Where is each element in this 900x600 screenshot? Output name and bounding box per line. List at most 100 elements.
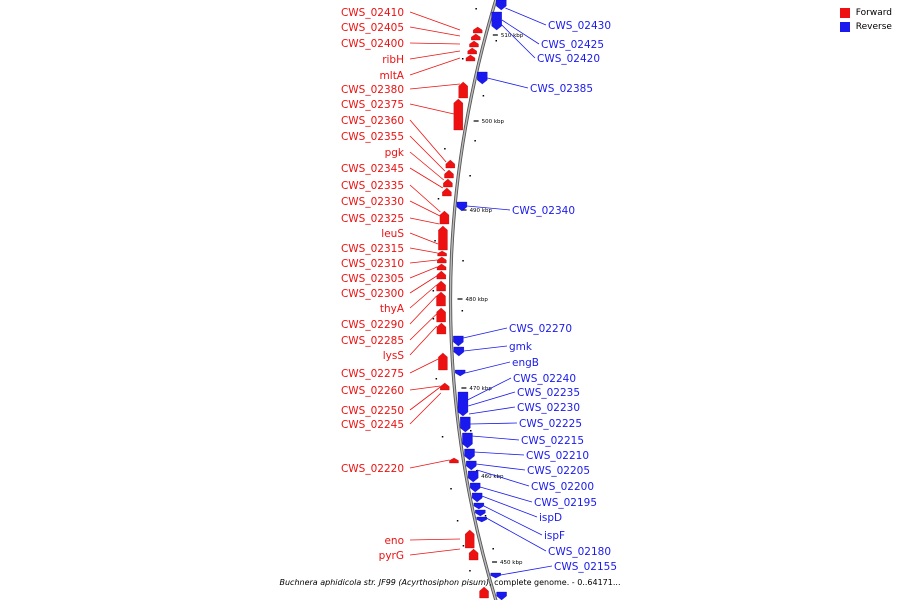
reverse-gene-label: CWS_02230 xyxy=(517,402,580,414)
reverse-gene-label: CWS_02420 xyxy=(537,53,600,65)
reverse-gene xyxy=(460,416,471,433)
reverse-label-leader xyxy=(479,486,533,503)
forward-gene xyxy=(436,291,446,307)
forward-gene-label: CWS_02380 xyxy=(341,84,404,96)
forward-label-leader xyxy=(409,135,446,172)
reverse-gene-label: CWS_02270 xyxy=(509,323,572,335)
reverse-gene-label: CWS_02215 xyxy=(521,435,584,447)
scale-tick-label: 490 kbp xyxy=(470,208,493,214)
forward-gene xyxy=(436,263,447,271)
forward-gene-label: ribH xyxy=(382,54,404,66)
forward-label-leader xyxy=(409,386,441,411)
reverse-gene xyxy=(456,201,468,212)
position-dot xyxy=(441,436,444,438)
reverse-label-leader xyxy=(481,495,538,518)
forward-gene xyxy=(437,256,447,264)
position-dot xyxy=(444,148,446,150)
forward-label-leader xyxy=(409,200,441,217)
reverse-gene xyxy=(476,516,487,523)
reverse-label-leader xyxy=(470,422,518,425)
forward-label-leader xyxy=(409,275,438,294)
forward-gene xyxy=(471,33,481,41)
position-dot xyxy=(437,198,440,200)
reverse-label-leader xyxy=(467,377,512,401)
position-dot xyxy=(434,240,436,242)
scale-tick-label: 450 kbp xyxy=(500,560,523,566)
reverse-gene-label: CWS_02235 xyxy=(517,387,580,399)
forward-gene-label: eno xyxy=(384,535,404,547)
forward-gene-label: CWS_02275 xyxy=(341,368,404,380)
reverse-label-leader xyxy=(468,406,516,415)
forward-gene-label: CWS_02310 xyxy=(341,258,404,270)
position-dot xyxy=(495,40,498,42)
reverse-label-leader xyxy=(487,77,529,89)
forward-gene-label: CWS_02335 xyxy=(341,180,404,192)
forward-gene xyxy=(458,81,468,99)
position-dot xyxy=(432,290,435,292)
reverse-gene xyxy=(462,432,473,449)
forward-gene xyxy=(444,169,454,179)
forward-label-leader xyxy=(409,385,441,391)
forward-gene-label: CWS_02260 xyxy=(341,385,404,397)
forward-label-leader xyxy=(409,358,439,374)
position-dot xyxy=(462,545,465,547)
position-dot xyxy=(469,175,471,177)
forward-gene-label: pyrG xyxy=(379,550,404,562)
forward-gene xyxy=(453,98,463,131)
forward-gene xyxy=(469,40,479,48)
position-dot xyxy=(484,515,487,517)
reverse-gene xyxy=(491,11,502,31)
position-dot xyxy=(482,95,485,97)
forward-label-leader xyxy=(409,50,461,60)
position-dot xyxy=(475,8,477,10)
forward-label-leader xyxy=(409,42,461,45)
reverse-gene-label: engB xyxy=(512,357,539,369)
forward-gene-label: CWS_02355 xyxy=(341,131,404,143)
forward-gene xyxy=(436,322,447,335)
position-dot xyxy=(476,470,478,472)
forward-gene xyxy=(436,280,446,292)
forward-label-leader xyxy=(409,313,437,341)
reverse-label-leader xyxy=(500,23,536,59)
forward-gene xyxy=(440,382,450,391)
forward-gene-label: CWS_02220 xyxy=(341,463,404,475)
reverse-gene-label: ispF xyxy=(544,530,565,542)
forward-label-leader xyxy=(409,26,461,37)
reverse-gene xyxy=(470,482,481,493)
reverse-gene xyxy=(475,509,486,517)
forward-label-leader xyxy=(409,232,439,245)
forward-label-leader xyxy=(409,459,450,469)
forward-gene-label: CWS_02315 xyxy=(341,243,404,255)
caption-rest: , complete genome. - 0..64171... xyxy=(489,578,621,587)
reverse-label-leader xyxy=(505,7,547,26)
reverse-gene xyxy=(453,346,464,357)
forward-label-leader xyxy=(409,217,440,225)
forward-label-leader xyxy=(409,548,461,556)
reverse-gene xyxy=(496,0,507,11)
forward-gene xyxy=(473,26,483,34)
forward-label-leader xyxy=(409,266,438,279)
reverse-gene xyxy=(466,460,477,471)
reverse-gene-label: CWS_02340 xyxy=(512,205,575,217)
forward-label-leader xyxy=(409,325,438,356)
forward-gene xyxy=(468,548,479,561)
reverse-gene-label: CWS_02225 xyxy=(519,418,582,430)
forward-gene-label: thyA xyxy=(380,303,405,315)
forward-label-leader xyxy=(409,11,461,31)
legend-reverse: Reverse xyxy=(839,22,892,32)
reverse-gene-label: CWS_02200 xyxy=(531,481,594,493)
legend-reverse-label: Reverse xyxy=(855,22,892,32)
legend-forward-label: Forward xyxy=(855,8,892,18)
forward-gene xyxy=(438,225,448,251)
forward-gene-label: CWS_02400 xyxy=(341,38,404,50)
scale-tick-label: 480 kbp xyxy=(466,297,489,303)
forward-label-leader xyxy=(409,392,442,425)
forward-gene-label: CWS_02300 xyxy=(341,288,404,300)
forward-gene-label: CWS_02305 xyxy=(341,273,404,285)
reverse-label-leader xyxy=(474,451,525,456)
forward-gene-label: CWS_02325 xyxy=(341,213,404,225)
forward-gene-label: CWS_02410 xyxy=(341,7,404,19)
forward-label-leader xyxy=(409,295,437,325)
position-dot xyxy=(450,488,452,490)
